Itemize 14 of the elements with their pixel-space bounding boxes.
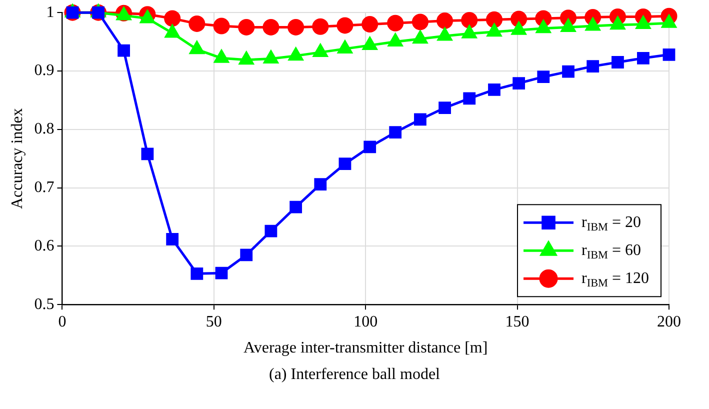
y-tick-label: 0.6 [34,237,54,254]
y-tick-label: 1 [46,4,54,21]
y-tick-label: 0.7 [34,179,54,196]
text: (a) Interference ball model [268,366,441,384]
y-axis-title: Accuracy index [8,108,26,210]
y-tick-label: 0.9 [34,62,54,80]
y-tick-label: 0.5 [34,296,54,313]
x-tick-label: 100 [354,313,378,330]
x-tick-label: 200 [657,313,681,330]
x-tick-label: 0 [58,313,66,330]
x-tick-label: 50 [206,313,222,330]
y-tick-label: 0.8 [34,120,54,138]
x-axis-title: Average inter-transmitter distance [m] [244,340,488,357]
x-tick-label: 150 [505,313,530,330]
